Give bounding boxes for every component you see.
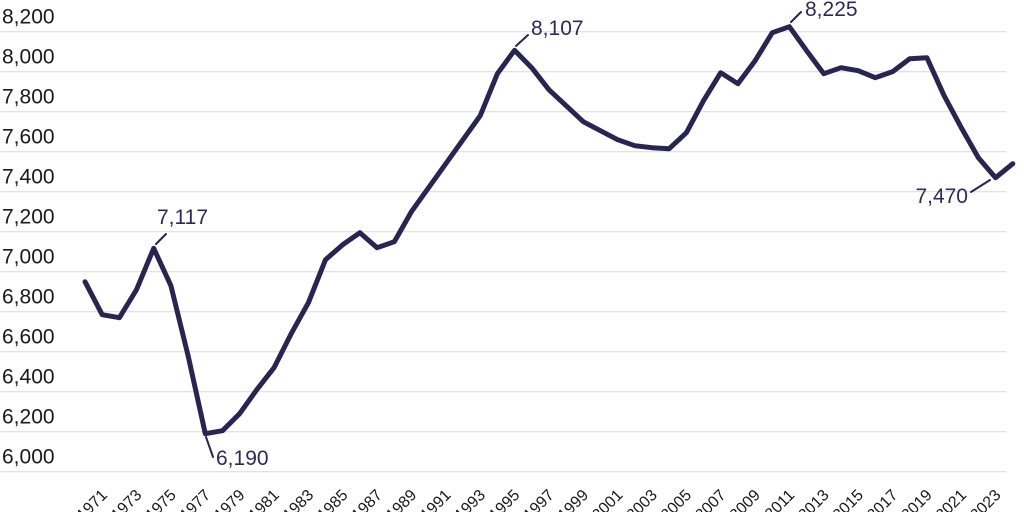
y-axis-label: 8,200 <box>2 6 55 29</box>
x-axis-label: 2005 <box>658 487 695 512</box>
annotation-leader-line <box>205 436 214 458</box>
x-axis-label: 2003 <box>624 487 661 512</box>
x-axis-label: 1975 <box>143 487 180 512</box>
x-axis-label: 1971 <box>74 487 111 512</box>
x-axis-label: 1985 <box>314 487 351 512</box>
x-axis-label: 1987 <box>349 487 386 512</box>
annotation-leader-line <box>155 233 167 245</box>
annotation-label: 8,107 <box>531 17 584 40</box>
x-axis-label: 1979 <box>211 487 248 512</box>
x-axis-label: 2013 <box>795 487 832 512</box>
x-axis-label: 2017 <box>864 487 901 512</box>
x-axis-label: 1997 <box>521 487 558 512</box>
x-axis-label: 2001 <box>589 487 626 512</box>
annotation-label: 7,470 <box>915 185 968 208</box>
x-axis-label: 2015 <box>830 487 867 512</box>
annotation-leader-line <box>790 11 802 23</box>
x-axis-label: 1999 <box>555 487 592 512</box>
y-axis-label: 6,400 <box>2 366 55 389</box>
x-axis-label: 2021 <box>933 487 970 512</box>
x-axis-label: 1989 <box>383 487 420 512</box>
x-axis-label: 1993 <box>452 487 489 512</box>
annotation-label: 6,190 <box>216 447 269 470</box>
y-axis-label: 6,000 <box>2 446 55 469</box>
y-axis-label: 7,800 <box>2 86 55 109</box>
data-series-line <box>82 24 1016 437</box>
x-axis-label: 2007 <box>692 487 729 512</box>
annotation-label: 8,225 <box>805 0 858 21</box>
y-axis-label: 7,200 <box>2 206 55 229</box>
y-axis-label: 6,600 <box>2 326 55 349</box>
x-axis-label: 2009 <box>727 487 764 512</box>
y-axis-label: 7,600 <box>2 126 55 149</box>
y-axis-label: 6,200 <box>2 406 55 429</box>
x-axis-label: 1981 <box>246 487 283 512</box>
x-axis-label: 1991 <box>417 487 454 512</box>
annotation-label: 7,117 <box>157 206 208 229</box>
annotation-leader-line <box>515 34 529 47</box>
x-axis-label: 2019 <box>899 487 936 512</box>
y-axis-label: 6,800 <box>2 286 55 309</box>
x-axis-label: 1983 <box>280 487 317 512</box>
x-axis-label: 1977 <box>177 487 214 512</box>
x-axis-label: 2023 <box>967 487 1004 512</box>
x-axis-label: 1995 <box>486 487 523 512</box>
y-axis-label: 7,400 <box>2 166 55 189</box>
y-axis-label: 8,000 <box>2 46 55 69</box>
y-axis-label: 7,000 <box>2 246 55 269</box>
annotation-leader-line <box>970 179 991 193</box>
x-axis-label: 2011 <box>762 487 798 512</box>
x-axis-label: 1973 <box>108 487 145 512</box>
